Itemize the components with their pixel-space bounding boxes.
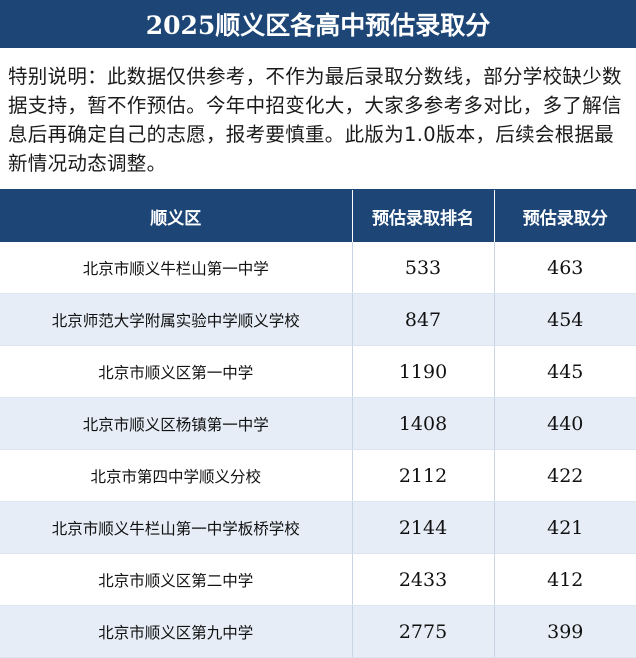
school-name: 北京市顺义区杨镇第一中学 xyxy=(0,397,352,450)
school-name: 北京师范大学附属实验中学顺义学校 xyxy=(0,293,352,346)
rank: 2775 xyxy=(351,605,494,658)
table-body: 北京市顺义牛栏山第一中学 533 463 北京师范大学附属实验中学顺义学校 847 454… xyxy=(0,242,636,658)
table-row: 北京市顺义区第二中学 2433 412 xyxy=(0,553,636,606)
score: 463 xyxy=(493,242,636,294)
table-row: 北京市顺义区第一中学 1190 445 xyxy=(0,345,636,398)
score: 422 xyxy=(493,449,636,502)
column-header: 顺义区 xyxy=(0,190,352,242)
score: 440 xyxy=(493,397,636,450)
table-row: 北京市顺义区第九中学 2775 399 xyxy=(0,605,636,658)
score-table: 顺义区 预估录取排名 预估录取分 北京市顺义牛栏山第一中学 533 463 北京师范大学附… xyxy=(0,190,636,658)
table-row: 北京市顺义牛栏山第一中学 533 463 xyxy=(0,242,636,294)
title: 2025顺义区各高中预估录取分 xyxy=(0,0,636,48)
score: 445 xyxy=(493,345,636,398)
table-row: 北京市顺义区杨镇第一中学 1408 440 xyxy=(0,397,636,450)
rank: 2112 xyxy=(351,449,494,502)
rank: 1408 xyxy=(351,397,494,450)
school-name: 北京市第四中学顺义分校 xyxy=(0,449,352,502)
header-row: 顺义区 预估录取排名 预估录取分 xyxy=(0,190,636,242)
school-name: 北京市顺义牛栏山第一中学板桥学校 xyxy=(0,501,352,554)
school-name: 北京市顺义区第二中学 xyxy=(0,553,352,606)
school-name: 北京市顺义区第九中学 xyxy=(0,605,352,658)
score: 399 xyxy=(493,605,636,658)
table-row: 北京师范大学附属实验中学顺义学校 847 454 xyxy=(0,293,636,346)
score: 454 xyxy=(493,293,636,346)
column-header: 预估录取排名 xyxy=(351,190,494,242)
rank: 1190 xyxy=(351,345,494,398)
note: 特别说明：此数据仅供参考，不作为最后录取分数线，部分学校缺少数据支持，暂不作预估… xyxy=(0,48,636,190)
rank: 847 xyxy=(351,293,494,346)
rank: 2144 xyxy=(351,501,494,554)
table-row: 北京市第四中学顺义分校 2112 422 xyxy=(0,449,636,502)
score: 412 xyxy=(493,553,636,606)
score: 421 xyxy=(493,501,636,554)
rank: 2433 xyxy=(351,553,494,606)
table-row: 北京市顺义牛栏山第一中学板桥学校 2144 421 xyxy=(0,501,636,554)
school-name: 北京市顺义牛栏山第一中学 xyxy=(0,242,352,294)
rank: 533 xyxy=(351,242,494,294)
school-name: 北京市顺义区第一中学 xyxy=(0,345,352,398)
column-header: 预估录取分 xyxy=(493,190,636,242)
